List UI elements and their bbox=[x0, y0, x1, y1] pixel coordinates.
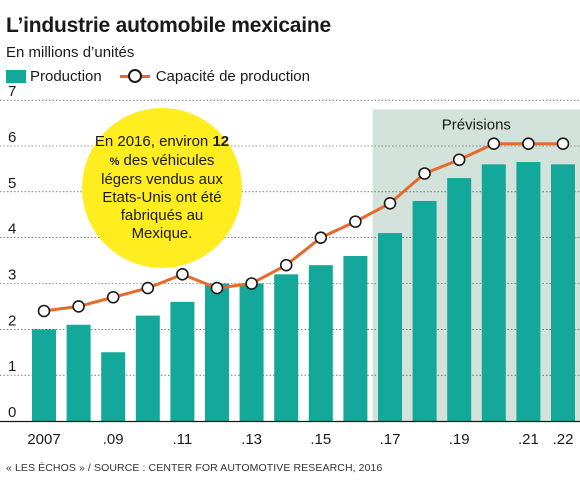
point-capacity-2007 bbox=[37, 304, 51, 318]
chart-subtitle: En millions d’unités bbox=[6, 44, 135, 61]
annotation-text: En 2016, environ 12 % des véhicules lége… bbox=[92, 133, 232, 243]
y-tick-label: 2 bbox=[8, 312, 16, 329]
x-tick-label: 2007 bbox=[27, 431, 60, 448]
y-tick-label: 3 bbox=[8, 267, 16, 284]
legend-swatch-capacity bbox=[119, 69, 150, 83]
bar-production-2020 bbox=[481, 164, 506, 422]
bar-production-2012 bbox=[205, 283, 229, 421]
annotation-value: 12 % bbox=[109, 133, 230, 168]
point-capacity-2018 bbox=[418, 167, 431, 180]
legend-item-production: Production bbox=[6, 68, 102, 85]
bar-production-2018 bbox=[412, 201, 437, 421]
bar-production-2016 bbox=[343, 256, 368, 421]
point-capacity-2008 bbox=[72, 300, 85, 313]
point-capacity-2011 bbox=[176, 268, 189, 281]
legend: Production Capacité de production bbox=[6, 66, 328, 86]
bar-production-2017 bbox=[378, 233, 402, 421]
bar-production-2022 bbox=[551, 164, 575, 422]
point-capacity-2022 bbox=[556, 137, 570, 151]
legend-label-capacity: Capacité de production bbox=[155, 67, 310, 85]
legend-item-capacity: Capacité de production bbox=[119, 67, 310, 85]
point-capacity-2017 bbox=[383, 196, 397, 210]
legend-swatch-production bbox=[6, 69, 26, 83]
point-capacity-2010 bbox=[141, 281, 155, 295]
y-tick-label: 1 bbox=[8, 358, 16, 375]
forecast-label: Prévisions bbox=[442, 116, 511, 133]
line-capacity bbox=[43, 142, 563, 313]
bar-production-2009 bbox=[101, 352, 126, 421]
bar-production-2021 bbox=[516, 162, 541, 421]
bar-production-2007 bbox=[32, 329, 56, 421]
bar-production-2013 bbox=[239, 283, 264, 421]
x-tick-label: .17 bbox=[380, 431, 401, 448]
y-tick-label: 7 bbox=[8, 83, 16, 100]
point-capacity-2015 bbox=[314, 231, 328, 244]
x-tick-label: .09 bbox=[103, 431, 124, 448]
y-tick-label: 6 bbox=[8, 129, 16, 146]
x-tick-label: .13 bbox=[241, 431, 262, 448]
y-tick-label: 5 bbox=[8, 175, 16, 192]
point-capacity-2009 bbox=[106, 290, 120, 304]
bar-production-2010 bbox=[135, 315, 160, 421]
chart-title: L’industrie automobile mexicaine bbox=[6, 14, 332, 37]
bar-production-2011 bbox=[170, 301, 195, 421]
y-tick-label: 0 bbox=[8, 404, 16, 421]
point-capacity-2014 bbox=[279, 258, 293, 272]
x-tick-label: .22 bbox=[553, 431, 574, 448]
x-tick-label: .19 bbox=[449, 431, 470, 448]
bar-production-2014 bbox=[274, 274, 299, 421]
forecast-band bbox=[372, 109, 580, 421]
source-note: « LES ÉCHOS » / SOURCE : CENTER FOR AUTO… bbox=[6, 462, 383, 474]
y-tick-label: 4 bbox=[8, 221, 16, 238]
x-tick-label: .21 bbox=[518, 431, 539, 448]
x-tick-label: .15 bbox=[310, 431, 331, 448]
point-capacity-2016 bbox=[349, 215, 362, 228]
point-capacity-2019 bbox=[452, 153, 466, 167]
bar-production-2019 bbox=[447, 178, 472, 421]
point-capacity-2013 bbox=[245, 277, 258, 290]
x-tick-label: .11 bbox=[173, 431, 193, 448]
legend-label-production: Production bbox=[30, 67, 102, 85]
point-capacity-2020 bbox=[487, 137, 501, 151]
point-capacity-2012 bbox=[210, 281, 224, 295]
annotation-post: des véhicules légers vendus aux Etats-Un… bbox=[101, 152, 223, 242]
annotation-bubble: En 2016, environ 12 % des véhicules lége… bbox=[82, 108, 242, 268]
annotation-pre: En 2016, environ bbox=[94, 133, 213, 150]
point-capacity-2021 bbox=[522, 137, 535, 151]
bar-production-2008 bbox=[66, 324, 91, 421]
bar-production-2015 bbox=[308, 265, 333, 421]
